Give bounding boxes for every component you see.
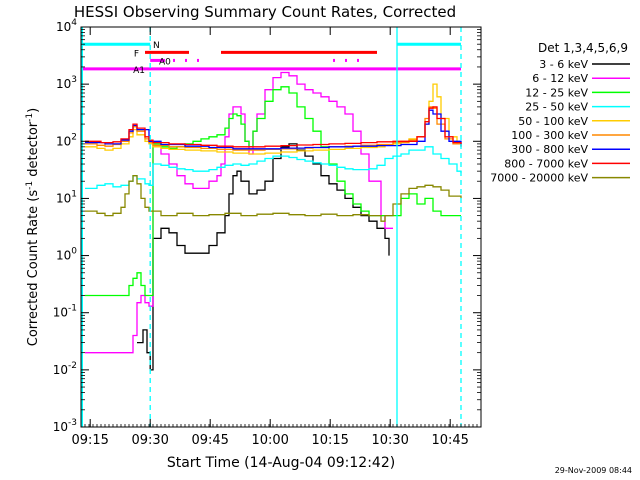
y-axis-label-mid: detector [26,121,41,181]
y-tick-label-2: 10-2 [53,361,77,377]
y-tick-label-6: 102 [56,132,77,148]
legend-label-5: 50 - 100 keV [518,115,588,128]
y-axis-label-end: ) [26,108,41,113]
series-traces [85,71,462,371]
timestamp-footer: 29-Nov-2009 08:44 [555,466,632,475]
y-tick-label-5: 101 [56,189,77,205]
legend-label-7: 300 - 800 keV [511,143,588,156]
x-tick-label-3: 09:45 [191,433,228,448]
chart-title: HESSI Observing Summary Count Rates, Cor… [74,3,456,21]
x-tick-label-4: 10:00 [251,433,288,448]
y-axis-label-exp1: -1 [25,181,35,190]
series-line-9 [85,175,462,222]
legend-label-8: 800 - 7000 keV [504,157,588,170]
x-tick-label-6: 10:30 [371,433,408,448]
series-line-8 [85,106,462,148]
y-tick-label-7: 103 [56,75,77,91]
series-line-4 [85,146,462,190]
y-axis-label-main: Corrected Count Rate (s [26,190,41,347]
flag-label-a0: A0 [159,57,171,67]
y-tick-label-3: 10-1 [53,304,77,320]
y-tick-label-4: 100 [56,247,77,263]
x-tick-label-5: 10:15 [311,433,348,448]
y-axis-label: Corrected Count Rate (s-1 detector-1) [25,108,41,346]
series-line-1 [137,143,390,371]
x-tick-label-1: 09:15 [71,433,108,448]
y-axis-label-exp2: -1 [25,113,35,122]
flag-label-f: F [134,49,139,59]
y-tick-label-8: 104 [56,18,77,34]
flag-label-a1: A1 [133,66,145,76]
x-tick-label-7: 10:45 [431,433,468,448]
legend-label-6: 100 - 300 keV [511,129,588,142]
flag-label-n: N [153,41,160,51]
x-tick-label-2: 09:30 [131,433,168,448]
x-axis-label: Start Time (14-Aug-04 09:12:42) [167,455,395,471]
attenuator-lines [81,27,462,427]
legend-title: Det 1,3,4,5,6,9 [538,41,628,55]
legend-label-9: 7000 - 20000 keV [490,172,588,185]
y-tick-label-1: 10-3 [53,418,77,434]
axis-ticks: 09:15 09:30 09:45 10:00 10:15 10:30 10:45 10-3 1… [53,18,482,448]
legend-label-4: 25 - 50 keV [525,101,588,114]
legend-label-3: 12 - 25 keV [525,86,588,99]
legend-label-1: 3 - 6 keV [539,58,588,71]
legend-label-2: 6 - 12 keV [532,72,588,85]
observing-flags: N F A0 A1 [81,41,461,76]
